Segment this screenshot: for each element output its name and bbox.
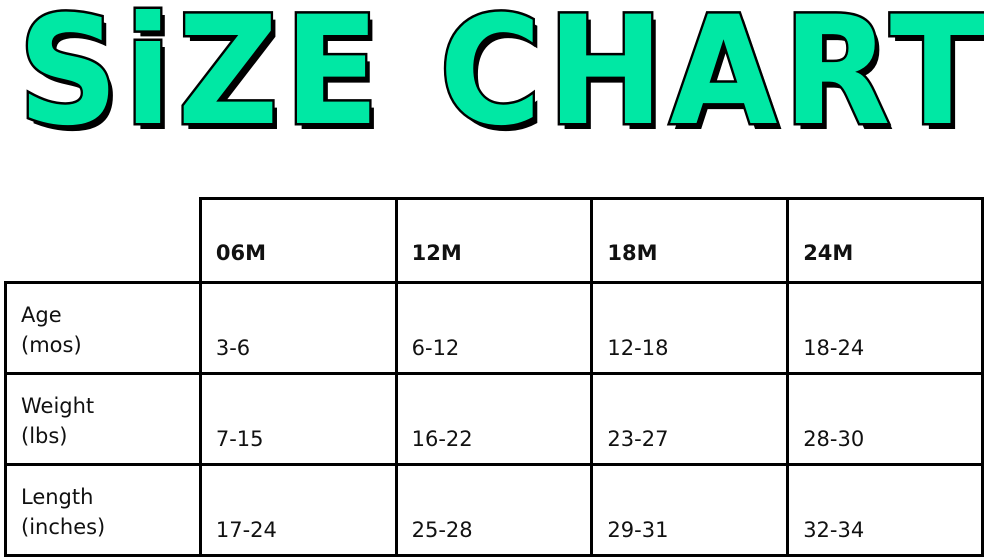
table-cell: 3-6 <box>198 281 398 375</box>
row-label-name: Weight <box>21 394 95 418</box>
column-header: 18M <box>590 197 790 284</box>
column-header: 12M <box>394 197 594 284</box>
row-label-unit: (mos) <box>21 333 82 357</box>
table-row: Length (inches) 17-24 25-28 29-31 32-34 <box>4 463 984 557</box>
table-cell: 32-34 <box>786 463 984 557</box>
table-cell: 12-18 <box>590 281 790 375</box>
table-cell: 6-12 <box>394 281 594 375</box>
size-table: 06M 12M 18M 24M Age (mos) 3-6 6-12 12-18 … <box>4 197 984 557</box>
row-label-name: Age <box>21 303 62 327</box>
table-cell: 23-27 <box>590 372 790 466</box>
table-cell: 25-28 <box>394 463 594 557</box>
table-row: Weight (lbs) 7-15 16-22 23-27 28-30 <box>4 372 984 466</box>
header-row: 06M 12M 18M 24M <box>5 197 984 284</box>
row-label-name: Length <box>21 485 94 509</box>
table-cell: 7-15 <box>198 372 398 466</box>
row-label: Weight (lbs) <box>4 372 202 466</box>
column-header: 24M <box>786 197 984 284</box>
table-cell: 16-22 <box>394 372 594 466</box>
table-cell: 29-31 <box>590 463 790 557</box>
size-chart-title: SiZE CHART <box>16 0 984 159</box>
table-row: Age (mos) 3-6 6-12 12-18 18-24 <box>4 281 984 375</box>
corner-cell <box>5 198 202 284</box>
row-label-unit: (inches) <box>21 515 106 539</box>
table-cell: 17-24 <box>198 463 398 557</box>
row-label: Length (inches) <box>4 463 202 557</box>
column-header: 06M <box>198 197 398 284</box>
row-label-unit: (lbs) <box>21 424 68 448</box>
table-cell: 18-24 <box>786 281 984 375</box>
row-label: Age (mos) <box>4 281 202 375</box>
table-cell: 28-30 <box>786 372 984 466</box>
